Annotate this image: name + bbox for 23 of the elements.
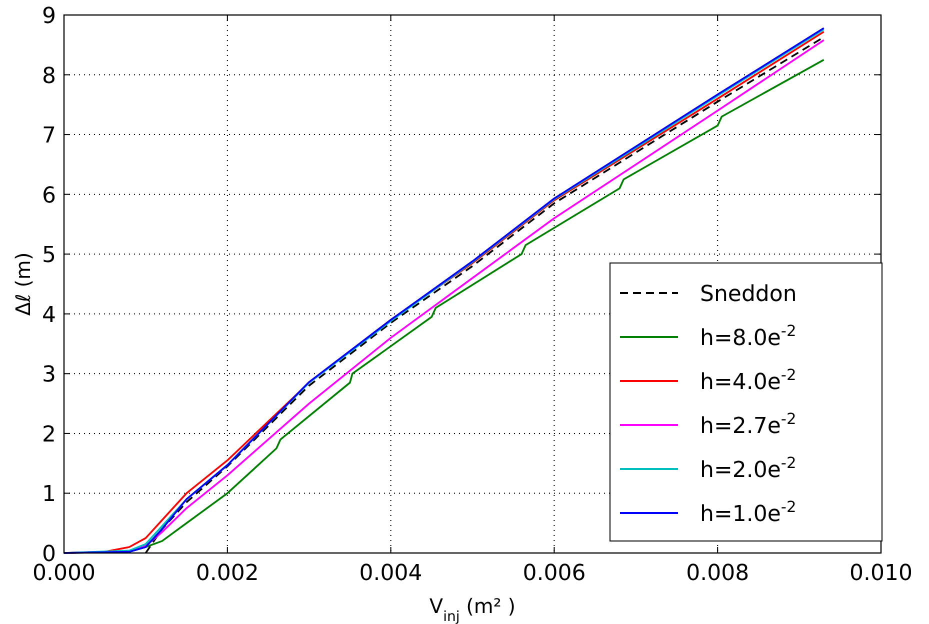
x-axis-title: V$_{inj}$ (m² ) bbox=[429, 594, 516, 624]
y-tick-label: 6 bbox=[42, 183, 56, 208]
x-tick-label: 0.004 bbox=[359, 561, 422, 586]
x-tick-label: 0.008 bbox=[686, 561, 750, 586]
legend-label: h=8.0e$^{-2}$ bbox=[700, 322, 796, 351]
legend-label: h=4.0e$^{-2}$ bbox=[700, 366, 796, 395]
y-tick-label: 1 bbox=[42, 482, 56, 508]
y-tick-label: 8 bbox=[42, 64, 56, 89]
y-axis-title: Δℓ (m) bbox=[11, 252, 35, 316]
x-tick-label: 0.002 bbox=[196, 561, 259, 586]
legend-label: h=2.7e$^{-2}$ bbox=[700, 410, 796, 439]
legend-label: h=1.0e$^{-2}$ bbox=[700, 498, 796, 527]
legend-label: h=2.0e$^{-2}$ bbox=[700, 454, 796, 483]
y-tick-label: 9 bbox=[42, 4, 56, 29]
y-tick-label: 2 bbox=[42, 422, 56, 448]
x-tick-label: 0.006 bbox=[522, 561, 586, 586]
x-tick-label: 0.010 bbox=[850, 561, 912, 586]
y-tick-label: 7 bbox=[42, 124, 56, 149]
y-tick-label: 3 bbox=[42, 362, 56, 388]
x-tick-label: 0.000 bbox=[32, 561, 96, 586]
y-tick-label: 4 bbox=[42, 302, 56, 328]
legend-label: Sneddon bbox=[700, 282, 797, 307]
y-tick-label: 5 bbox=[42, 243, 56, 268]
